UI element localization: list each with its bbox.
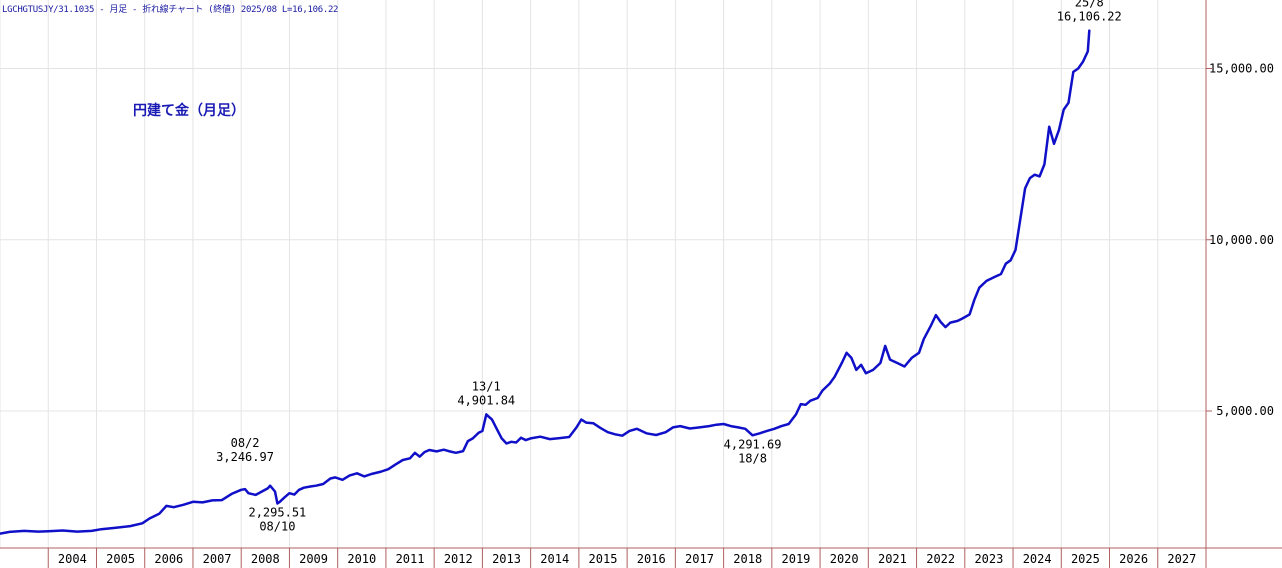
y-tick-label: 10,000.00	[1209, 233, 1274, 247]
x-tick-label: 2024	[1023, 552, 1052, 566]
annotation-line-1: 4,291.69	[724, 437, 782, 451]
x-tick-label: 2010	[347, 552, 376, 566]
x-tick-label: 2009	[299, 552, 328, 566]
x-tick-label: 2018	[733, 552, 762, 566]
x-tick-label: 2016	[637, 552, 666, 566]
annotation-line-2: 3,246.97	[216, 450, 274, 464]
annotation-line-2: 4,901.84	[457, 393, 515, 407]
annotation-line-1: 13/1	[472, 379, 501, 393]
series-line	[0, 29, 1091, 535]
x-tick-label: 2011	[396, 552, 425, 566]
annotation-line-1: 08/2	[231, 436, 260, 450]
x-tick-label: 2022	[926, 552, 955, 566]
annotation-line-2: 08/10	[259, 520, 295, 534]
x-tick-label: 2005	[106, 552, 135, 566]
series-layer	[0, 29, 1091, 535]
x-tick-label: 2027	[1167, 552, 1196, 566]
x-tick-label: 2007	[203, 552, 232, 566]
y-tick-label: 5,000.00	[1216, 404, 1274, 418]
x-tick-label: 2017	[685, 552, 714, 566]
y-tick-label: 15,000.00	[1209, 62, 1274, 76]
x-tick-label: 2008	[251, 552, 280, 566]
annotation-line-2: 16,106.22	[1057, 10, 1122, 24]
x-tick-label: 2023	[974, 552, 1003, 566]
x-tick-label: 2019	[782, 552, 811, 566]
x-tick-label: 2006	[154, 552, 183, 566]
annotation-line-2: 18/8	[738, 451, 767, 465]
x-tick-label: 2015	[589, 552, 618, 566]
y-axis: 5,000.00 10,000.00 15,000.00	[1206, 62, 1274, 418]
x-tick-label: 2014	[540, 552, 569, 566]
annotation-line-1: 25/8	[1075, 0, 1104, 10]
x-axis: 2004 2005 2006 2007 2008 2009 2010 2011 2012 2013…	[47, 548, 1196, 568]
annotation-line-1: 2,295.51	[248, 506, 306, 520]
x-tick-label: 2012	[444, 552, 473, 566]
chart-title: 円建て金（月足）	[133, 103, 245, 119]
x-tick-label: 2013	[492, 552, 521, 566]
chart-header-info: LGCHGTUSJY/31.1035 - 月足 - 折れ線チャート (終値) 2…	[2, 5, 339, 15]
x-tick-label: 2026	[1119, 552, 1148, 566]
x-tick-label: 2021	[878, 552, 907, 566]
x-tick-label: 2025	[1071, 552, 1100, 566]
x-tick-label: 2020	[830, 552, 859, 566]
x-tick-label: 2004	[58, 552, 87, 566]
